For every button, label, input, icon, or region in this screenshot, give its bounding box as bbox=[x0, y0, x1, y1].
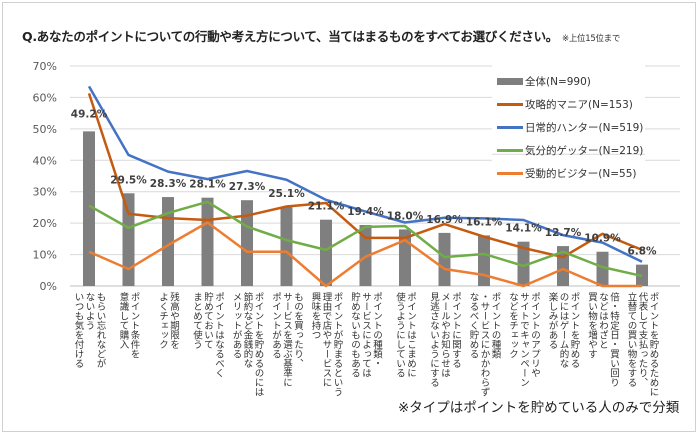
series-line bbox=[88, 200, 643, 278]
legend-item: 全体(N=990) bbox=[497, 70, 643, 93]
category-label: ポイントを貯めるのには 節約など金銭的な メリットがある bbox=[230, 292, 264, 397]
data-label: 25.1% bbox=[268, 188, 305, 200]
data-label: 19.4% bbox=[347, 206, 384, 218]
series-line bbox=[87, 85, 643, 263]
legend-line-swatch bbox=[497, 149, 523, 152]
legend-label: 気分的ゲッター(N=219) bbox=[525, 145, 644, 157]
category-label: ものを買ったり、 サービスを選ぶ基準に ポイントがある bbox=[270, 292, 303, 387]
legend-label: 受動的ビジター(N=55) bbox=[525, 168, 637, 180]
data-label: 6.8% bbox=[627, 246, 657, 258]
legend-line-swatch bbox=[497, 172, 523, 175]
category-label: ポイントが貯まるという 理由で店やサービスに 興味を持つ bbox=[309, 292, 343, 397]
y-tick-label: 70% bbox=[33, 60, 57, 73]
y-tick-label: 60% bbox=[33, 91, 57, 104]
series-line bbox=[87, 92, 643, 259]
legend-label: 攻略的マニア(N=153) bbox=[525, 99, 633, 111]
legend-item: 攻略的マニア(N=153) bbox=[497, 93, 643, 116]
y-tick-label: 50% bbox=[33, 123, 57, 136]
legend-item: 気分的ゲッター(N=219) bbox=[497, 139, 643, 162]
data-label: 49.2% bbox=[71, 108, 108, 120]
bar bbox=[438, 232, 451, 286]
data-label: 21.1% bbox=[308, 201, 345, 213]
y-tick-label: 30% bbox=[33, 186, 57, 199]
title-text: Q.あなたのポイントについての行動や考え方について、当てはまるものをすべてお選び… bbox=[22, 29, 559, 44]
category-label: 倍・特定日・買い回り などはわざと 買い物を増やす bbox=[586, 292, 619, 387]
bar bbox=[83, 131, 95, 286]
footnote: ※タイプはポイントを貯めている人のみで分類 bbox=[398, 400, 680, 416]
y-tick-label: 40% bbox=[33, 154, 57, 167]
legend: 全体(N=990) 攻略的マニア(N=153) 日常的ハンター(N=519) 気分的ゲ… bbox=[497, 70, 643, 185]
bar bbox=[122, 193, 135, 286]
category-label: もらい忘れなどが ないよう いつも気を付ける bbox=[72, 292, 106, 368]
legend-item: 受動的ビジター(N=55) bbox=[497, 162, 643, 185]
data-label: 12.7% bbox=[545, 227, 582, 239]
data-label: 18.0% bbox=[387, 210, 424, 222]
data-label: 16.1% bbox=[466, 216, 503, 228]
category-label: ポイントの種類・ サービスによっては 貯めないものもある bbox=[349, 292, 382, 378]
category-label: ポイントのアプリや サイトでキャンペーン などをチェック bbox=[507, 292, 540, 387]
bar bbox=[241, 200, 253, 286]
legend-bar-swatch bbox=[497, 78, 523, 85]
bar bbox=[596, 251, 609, 286]
category-label: ポイントの種類 ・サービスにかかわらず なるべく貯める bbox=[467, 292, 501, 397]
legend-label: 日常的ハンター(N=519) bbox=[525, 122, 644, 134]
legend-line-swatch bbox=[497, 126, 523, 129]
bar bbox=[517, 241, 530, 286]
bar bbox=[478, 235, 490, 286]
chart-title: Q.あなたのポイントについての行動や考え方について、当てはまるものをすべてお選び… bbox=[22, 26, 620, 45]
data-label: 27.3% bbox=[229, 181, 266, 193]
data-label: 16.9% bbox=[426, 214, 463, 226]
category-label: ポイントを貯める のにはゲーム的な 楽しみがある bbox=[546, 292, 580, 368]
data-label: 28.1% bbox=[189, 179, 226, 191]
legend-label: 全体(N=990) bbox=[525, 76, 591, 88]
category-label: ポイントを貯めるために 代表して支払ったり、 立替ての買い物をする bbox=[625, 292, 659, 397]
data-label: 10.9% bbox=[584, 233, 621, 245]
data-label: 14.1% bbox=[505, 223, 542, 235]
data-label: 29.5% bbox=[110, 174, 147, 186]
category-label: 残高や期限を よくチェック bbox=[157, 292, 179, 349]
legend-line-swatch bbox=[497, 103, 523, 106]
bar bbox=[201, 197, 214, 286]
y-tick-label: 20% bbox=[33, 217, 57, 230]
series-line bbox=[88, 221, 642, 288]
category-label: ポイント条件を 意識して購入 bbox=[117, 292, 140, 359]
category-label: ポイントはこまめに 使うようにしている bbox=[394, 292, 416, 378]
category-label: ポイントに関する メールやお知らせは 見逃さないようにする bbox=[428, 292, 461, 387]
title-note: ※上位15位まで bbox=[562, 34, 621, 44]
category-label: ポイントはなるべく 貯めておいて まとめて使う bbox=[191, 292, 224, 378]
y-tick-label: 0% bbox=[40, 280, 57, 293]
data-label: 28.3% bbox=[150, 178, 187, 190]
y-tick-label: 10% bbox=[33, 249, 57, 262]
bar bbox=[320, 219, 332, 286]
legend-item: 日常的ハンター(N=519) bbox=[497, 116, 643, 139]
bar bbox=[280, 207, 293, 286]
